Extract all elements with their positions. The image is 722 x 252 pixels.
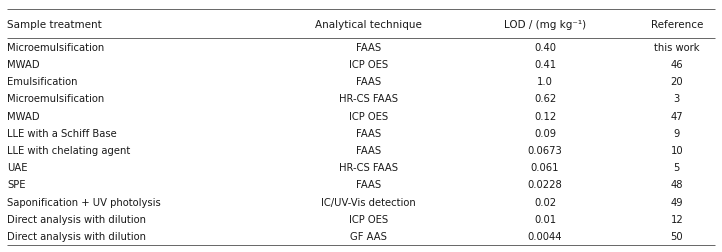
Text: 50: 50 xyxy=(671,231,683,241)
Text: 49: 49 xyxy=(671,197,683,207)
Text: 0.40: 0.40 xyxy=(534,43,556,53)
Text: ICP OES: ICP OES xyxy=(349,214,388,224)
Text: this work: this work xyxy=(654,43,700,53)
Text: HR-CS FAAS: HR-CS FAAS xyxy=(339,163,398,173)
Text: LOD / (mg kg⁻¹): LOD / (mg kg⁻¹) xyxy=(504,20,586,29)
Text: LLE with a Schiff Base: LLE with a Schiff Base xyxy=(7,128,117,138)
Text: 10: 10 xyxy=(671,145,683,155)
Text: 20: 20 xyxy=(671,77,683,87)
Text: FAAS: FAAS xyxy=(356,43,380,53)
Text: 0.09: 0.09 xyxy=(534,128,556,138)
Text: 0.41: 0.41 xyxy=(534,60,556,70)
Text: SPE: SPE xyxy=(7,180,26,190)
Text: 0.061: 0.061 xyxy=(531,163,560,173)
Text: 3: 3 xyxy=(674,94,680,104)
Text: 48: 48 xyxy=(671,180,683,190)
Text: Sample treatment: Sample treatment xyxy=(7,20,102,29)
Text: Saponification + UV photolysis: Saponification + UV photolysis xyxy=(7,197,161,207)
Text: ICP OES: ICP OES xyxy=(349,60,388,70)
Text: ICP OES: ICP OES xyxy=(349,111,388,121)
Text: 12: 12 xyxy=(671,214,683,224)
Text: MWAD: MWAD xyxy=(7,111,40,121)
Text: HR-CS FAAS: HR-CS FAAS xyxy=(339,94,398,104)
Text: Direct analysis with dilution: Direct analysis with dilution xyxy=(7,231,147,241)
Text: 5: 5 xyxy=(674,163,680,173)
Text: Microemulsification: Microemulsification xyxy=(7,94,105,104)
Text: 0.62: 0.62 xyxy=(534,94,556,104)
Text: Analytical technique: Analytical technique xyxy=(315,20,422,29)
Text: 0.01: 0.01 xyxy=(534,214,556,224)
Text: 0.02: 0.02 xyxy=(534,197,556,207)
Text: Microemulsification: Microemulsification xyxy=(7,43,105,53)
Text: 1.0: 1.0 xyxy=(537,77,553,87)
Text: 0.12: 0.12 xyxy=(534,111,556,121)
Text: 0.0044: 0.0044 xyxy=(528,231,562,241)
Text: 0.0228: 0.0228 xyxy=(528,180,562,190)
Text: 46: 46 xyxy=(671,60,683,70)
Text: GF AAS: GF AAS xyxy=(349,231,387,241)
Text: FAAS: FAAS xyxy=(356,180,380,190)
Text: 0.0673: 0.0673 xyxy=(528,145,562,155)
Text: 47: 47 xyxy=(671,111,683,121)
Text: FAAS: FAAS xyxy=(356,77,380,87)
Text: MWAD: MWAD xyxy=(7,60,40,70)
Text: UAE: UAE xyxy=(7,163,27,173)
Text: LLE with chelating agent: LLE with chelating agent xyxy=(7,145,131,155)
Text: Direct analysis with dilution: Direct analysis with dilution xyxy=(7,214,147,224)
Text: Reference: Reference xyxy=(651,20,703,29)
Text: 9: 9 xyxy=(674,128,680,138)
Text: FAAS: FAAS xyxy=(356,145,380,155)
Text: IC/UV-Vis detection: IC/UV-Vis detection xyxy=(321,197,416,207)
Text: Emulsification: Emulsification xyxy=(7,77,78,87)
Text: FAAS: FAAS xyxy=(356,128,380,138)
